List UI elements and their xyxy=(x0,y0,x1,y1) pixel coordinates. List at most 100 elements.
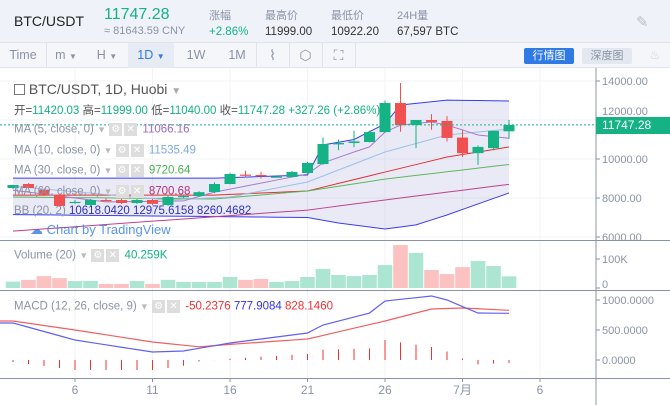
candle xyxy=(255,171,267,179)
interval-1w[interactable]: 1W xyxy=(186,48,206,62)
close-icon[interactable]: ✕ xyxy=(167,300,181,313)
candle xyxy=(54,194,65,207)
candle xyxy=(286,170,298,178)
flame-icon[interactable]: ♨ xyxy=(649,48,661,62)
candle xyxy=(395,82,406,132)
candle-body xyxy=(441,120,453,138)
stat-value: +2.86% xyxy=(209,26,249,38)
settings-icon[interactable]: ⚙ xyxy=(115,143,129,157)
settings-icon[interactable]: ⚙ xyxy=(115,184,129,198)
candle xyxy=(23,183,34,189)
candle xyxy=(472,145,484,165)
candle-body xyxy=(333,143,344,145)
volume-bar xyxy=(145,283,160,288)
volume-bar xyxy=(253,279,269,288)
close-icon[interactable]: ✕ xyxy=(130,184,144,198)
interval-m[interactable]: m ▼ xyxy=(55,48,77,62)
chevron-down-icon[interactable]: ▼ xyxy=(171,86,182,97)
cny-price: ≈ 81643.59 CNY xyxy=(104,25,186,37)
candle-body xyxy=(457,137,468,154)
stat-1: 最高价 11999.00 xyxy=(265,7,312,38)
candle-body xyxy=(317,143,329,165)
chevron-down-icon: ▼ xyxy=(68,52,77,61)
volume-bar xyxy=(191,281,207,288)
macd-value: -50.2376 xyxy=(185,300,231,313)
candle-body xyxy=(23,183,34,188)
candle xyxy=(69,199,81,204)
toolbar: Time m ▼ H ▼ 1D ▼ 1W 1M ⌇ ⬡ ⛶ 行情图 深度图 ♨ xyxy=(0,43,670,68)
candle-body xyxy=(193,192,205,197)
candle xyxy=(209,182,220,194)
candle-body xyxy=(240,174,251,176)
settings-icon[interactable]: ⚙ xyxy=(152,300,166,313)
volume-bar xyxy=(315,268,331,288)
fullscreen-icon[interactable]: ⛶ xyxy=(333,47,344,63)
volume-bar xyxy=(439,274,455,288)
candle xyxy=(7,184,19,190)
ma30-line xyxy=(12,163,510,200)
volume-bar xyxy=(269,281,284,288)
candle xyxy=(426,114,437,130)
volume-bar xyxy=(36,276,52,288)
settings-icon[interactable]: ⚙ xyxy=(115,164,129,177)
symbol-legend[interactable]: BTC/USDT, 1D, Huobi ▼ xyxy=(14,81,181,97)
candle xyxy=(333,139,344,151)
stat-2: 最低价 10922.20 xyxy=(331,7,379,38)
interval-time[interactable]: Time xyxy=(9,48,37,62)
volume-bar xyxy=(5,281,21,288)
candle xyxy=(441,116,453,142)
candle xyxy=(193,191,205,198)
candle xyxy=(116,198,127,204)
candle xyxy=(131,198,143,204)
kline-chart-button[interactable]: 行情图 xyxy=(524,48,574,64)
chevron-down-icon: ▼ xyxy=(156,52,165,61)
volume-bar xyxy=(424,270,439,288)
settings-icon[interactable]: ⚙ xyxy=(91,249,105,262)
volume-bar xyxy=(207,281,222,288)
close-icon[interactable]: ✕ xyxy=(106,249,120,262)
macd-tick-label: 0.0000 xyxy=(602,355,636,367)
ma10-line xyxy=(12,128,510,201)
candle-body xyxy=(503,124,515,132)
macd-value: 828.1460 xyxy=(285,300,333,313)
cloud-logo-icon: ☁ xyxy=(30,222,43,237)
candle-body xyxy=(410,120,422,126)
interval-1m[interactable]: 1M xyxy=(228,48,246,62)
macd-value: 777.9084 xyxy=(233,300,282,313)
macd-legend: MACD (12, 26, close, 9) ▼ ⚙ ✕ -50.2376 77… xyxy=(14,300,333,313)
volume-legend: Volume (20) ▼ ⚙ ✕ 40.259K xyxy=(14,249,168,262)
indicator-icon[interactable]: ⌇ xyxy=(269,47,276,63)
ticker-header: BTC/USDT 11747.28 ≈ 81643.59 CNY 涨幅 +2.86… xyxy=(0,0,670,43)
stat-label: 最高价 xyxy=(265,10,298,22)
close-icon[interactable]: ✕ xyxy=(124,123,138,136)
candle-body xyxy=(116,200,127,204)
close-icon[interactable]: ✕ xyxy=(130,143,144,157)
volume-bar xyxy=(222,276,238,288)
date-tick-label: 16 xyxy=(223,383,237,397)
price-tick-label: 6000.00 xyxy=(602,232,642,244)
candle-body xyxy=(286,172,298,177)
volume-bar xyxy=(114,283,129,288)
last-price-label: 11747.28 xyxy=(596,117,670,134)
pen-off-icon[interactable]: ✎ xyxy=(636,14,649,31)
volume-bar xyxy=(362,274,377,288)
collapse-icon[interactable] xyxy=(14,84,25,95)
interval-1d[interactable]: 1D ▼ xyxy=(128,43,174,68)
candle xyxy=(100,198,112,202)
candle xyxy=(224,172,236,185)
stat-value: 10922.20 xyxy=(331,26,379,38)
candle xyxy=(348,130,360,148)
chevron-down-icon: ▼ xyxy=(97,124,107,135)
bb-value: 12975.6158 xyxy=(132,205,194,217)
interval-h[interactable]: H ▼ xyxy=(96,48,118,62)
symbol-title: BTC/USDT, 1D, Huobi xyxy=(28,81,168,97)
candle xyxy=(503,120,515,139)
settings-icon[interactable]: ⚙ xyxy=(109,123,123,136)
hexagon-settings-icon[interactable]: ⬡ xyxy=(299,47,312,63)
close-icon[interactable]: ✕ xyxy=(130,164,144,177)
stat-label: 最低价 xyxy=(331,10,364,22)
volume-bar xyxy=(52,278,67,288)
volume-tick-label: 100K xyxy=(602,254,628,266)
depth-chart-button[interactable]: 深度图 xyxy=(582,48,632,64)
